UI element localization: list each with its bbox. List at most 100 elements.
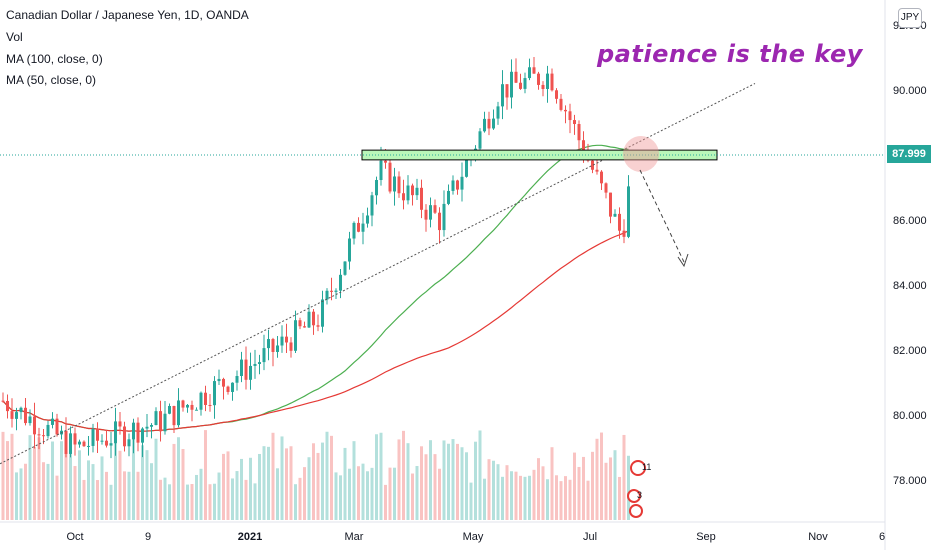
candle-body (618, 213, 621, 231)
volume-bar (393, 467, 396, 520)
volume-bar (96, 480, 99, 520)
volume-bar (294, 484, 297, 520)
y-tick-label: 80.000 (893, 410, 927, 422)
candle-body (262, 348, 266, 363)
annotation-text[interactable]: patience is the key (597, 40, 863, 68)
trend-line[interactable] (0, 83, 756, 465)
volume-bar (240, 458, 243, 520)
volume-bar (217, 472, 221, 520)
volume-bar (429, 440, 432, 520)
volume-bar (181, 449, 185, 520)
volume-bar (339, 475, 342, 520)
candle-body (555, 90, 558, 99)
volume-bar (258, 453, 261, 520)
candle-body (240, 359, 243, 376)
candle-body (217, 378, 221, 382)
volume-bar (469, 482, 473, 520)
candle-body (69, 433, 72, 454)
volume-bar (6, 441, 9, 520)
candle-body (150, 425, 153, 427)
volume-bar (19, 468, 23, 520)
volume-bar (591, 451, 594, 520)
volume-bar (204, 430, 207, 520)
volume-bar (186, 484, 189, 520)
indicator-ma100[interactable]: MA (100, close, 0) (6, 52, 103, 66)
x-tick-label: Mar (345, 531, 364, 543)
candle-body (159, 411, 162, 432)
candle-body (438, 212, 441, 231)
volume-bar (136, 471, 140, 520)
candle-body (105, 440, 108, 446)
volume-bar (532, 469, 536, 520)
volume-bar (420, 446, 423, 520)
candle-body (231, 382, 234, 392)
candle-body (577, 124, 581, 141)
event-marker-icon[interactable] (630, 460, 646, 476)
candle-body (541, 84, 545, 89)
ma100-line[interactable] (2, 230, 629, 432)
x-tick-label: Oct (66, 531, 83, 543)
volume-bar (231, 478, 234, 520)
volume-bar (55, 475, 59, 520)
candle-body (294, 320, 297, 351)
candle-body (550, 73, 554, 91)
volume-bar (577, 466, 581, 520)
event-marker-icon[interactable] (629, 504, 643, 518)
highlight-circle[interactable] (623, 136, 659, 172)
volume-bar (280, 436, 284, 520)
volume-bar (60, 441, 63, 520)
candle-body (375, 180, 378, 196)
volume-bar (213, 483, 216, 520)
volume-bar (15, 472, 18, 520)
candle-body (519, 82, 522, 89)
candle-body (127, 439, 131, 447)
projection-arrow[interactable] (639, 169, 685, 263)
candle-body (258, 362, 261, 364)
volume-bar (379, 432, 383, 520)
volume-bar (465, 452, 468, 520)
candle-body (528, 67, 531, 79)
candle-body (307, 311, 311, 328)
candle-body (348, 238, 351, 262)
candle-body (397, 176, 401, 194)
candle-body (487, 118, 491, 129)
candle-body (411, 185, 414, 196)
volume-bar (384, 484, 387, 520)
volume-bar (492, 460, 495, 520)
volume-bar (114, 431, 117, 520)
volume-bar (69, 452, 72, 520)
candle-body (280, 336, 284, 346)
y-tick-label: 90.000 (893, 85, 927, 97)
volume-bar (348, 468, 351, 520)
currency-badge[interactable]: JPY (898, 8, 922, 28)
volume-bar (132, 432, 135, 520)
candle-body (352, 222, 356, 239)
candle-body (82, 441, 86, 447)
volume-bar (505, 465, 509, 520)
candle-body (546, 73, 549, 89)
volume-bar (474, 441, 477, 520)
indicator-volume[interactable]: Vol (6, 30, 23, 44)
candle-body (370, 195, 374, 216)
x-tick-label: Sep (696, 531, 716, 543)
candle-body (226, 386, 230, 392)
volume-bar (195, 474, 198, 520)
candle-body (622, 230, 626, 237)
x-tick-label: May (463, 531, 484, 543)
volume-bar (199, 468, 203, 520)
candle-body (172, 405, 176, 426)
candle-body (46, 424, 50, 437)
candle-body (24, 407, 27, 424)
candle-body (168, 405, 171, 414)
candle-body (465, 159, 468, 177)
candle-body (456, 180, 459, 190)
candle-body (37, 434, 41, 436)
x-tick-label: 9 (145, 531, 151, 543)
candle-body (406, 185, 410, 201)
candle-body (483, 118, 486, 132)
volume-bar (487, 459, 491, 520)
candle-body (267, 339, 270, 349)
indicator-ma50[interactable]: MA (50, close, 0) (6, 73, 97, 87)
event-marker-icon[interactable] (627, 489, 641, 503)
